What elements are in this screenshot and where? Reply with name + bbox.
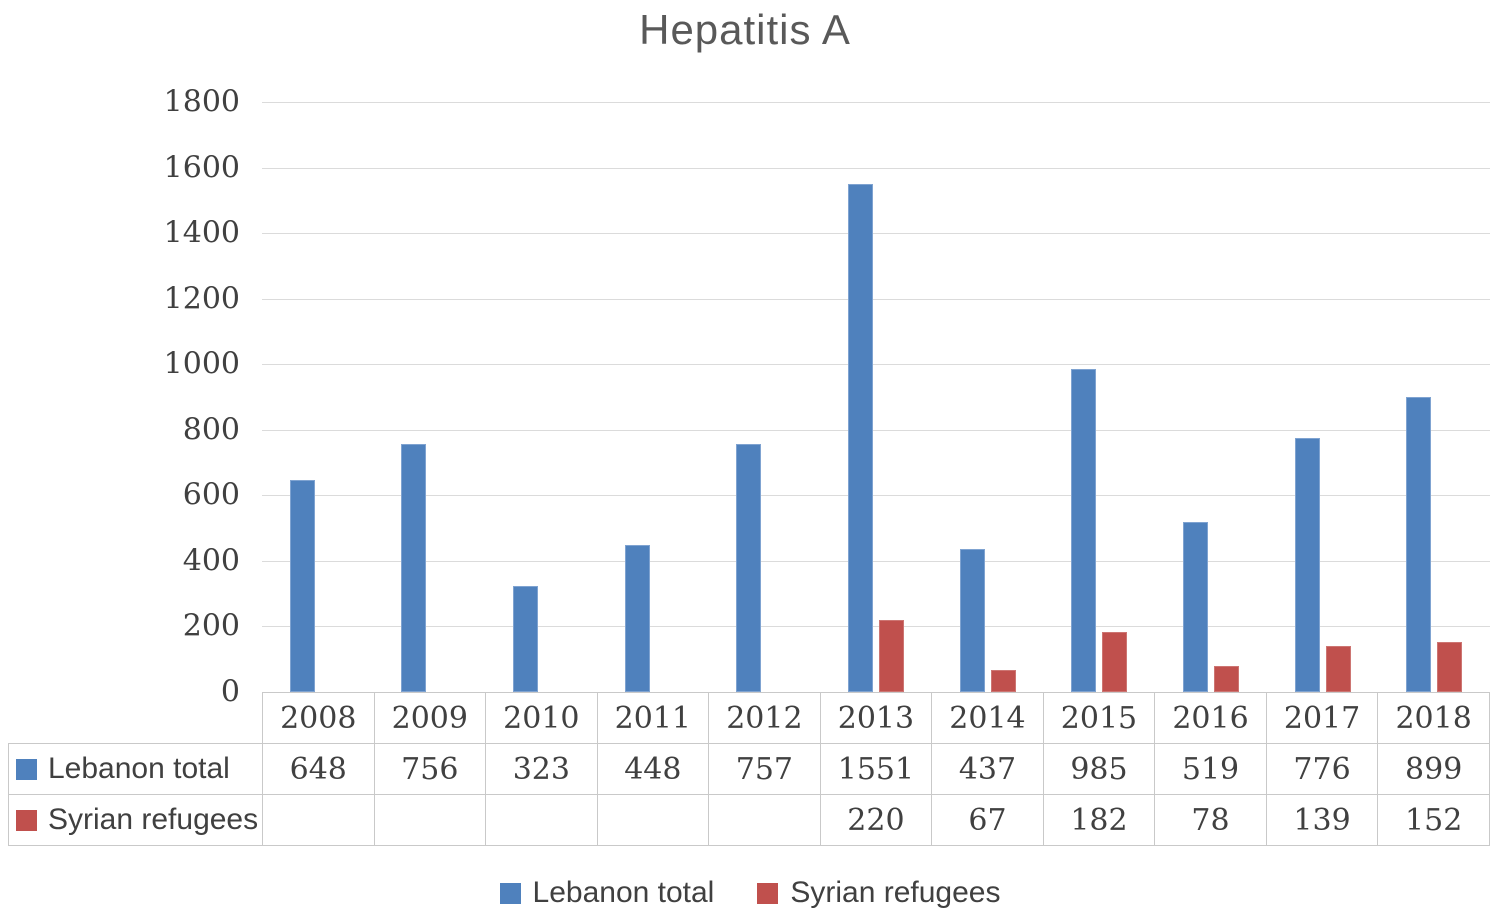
bar-lebanon-total-2018 [1406,397,1431,692]
y-axis-tick-label-1400: 1400 [163,215,240,251]
table-cell-syrian-refugees-2017: 139 [1265,794,1379,846]
table-year-header-2008: 2008 [262,692,375,744]
table-cell-syrian-refugees-2012 [708,794,821,846]
table-corner-blank [9,693,263,744]
bar-syrian-refugees-2013 [879,620,904,692]
table-cell-syrian-refugees-2016: 78 [1154,794,1267,846]
bar-lebanon-total-2013 [848,184,873,692]
gridline-800 [262,429,1490,431]
table-year-header-2011: 2011 [596,692,710,744]
table-cell-syrian-refugees-2009 [373,794,487,846]
legend-item-lebanon-total: Lebanon total [499,876,715,910]
table-cell-syrian-refugees-2008 [262,794,375,846]
series-key-swatch-icon-lebanon-total [16,759,37,780]
legend-label: Lebanon total [532,876,715,909]
y-axis-tick-label-400: 400 [182,543,240,579]
gridline-1200 [262,298,1490,300]
bar-lebanon-total-2012 [736,444,761,692]
table-cell-lebanon-total-2016: 519 [1154,743,1267,795]
bar-lebanon-total-2011 [625,545,650,692]
series-name-cell-lebanon-total: Lebanon total [8,743,263,795]
gridline-1400 [262,233,1490,235]
table-year-header-2013: 2013 [819,692,933,744]
bar-lebanon-total-2014 [960,549,985,692]
chart-title: Hepatitis A [639,6,851,53]
table-cell-syrian-refugees-2018: 152 [1377,794,1490,846]
table-year-header-2018: 2018 [1377,692,1490,744]
table-row-syrian-refugees: Syrian refugees 220 67 182 78 139 152 [8,794,1490,846]
y-axis-tick-label-200: 200 [182,608,240,644]
table-year-row: 2008 2009 2010 2011 2012 2013 2014 2015 2016 2017… [9,692,1490,744]
bar-lebanon-total-2017 [1295,438,1320,692]
table-cell-lebanon-total-2017: 776 [1265,743,1379,795]
table-year-header-2012: 2012 [708,692,821,744]
data-table-container: 2008 2009 2010 2011 2012 2013 2014 2015 2016 2017… [8,692,1490,846]
table-year-header-2015: 2015 [1042,692,1156,744]
gridline-400 [262,560,1490,562]
legend-swatch-icon-lebanon-total [499,882,521,904]
table-cell-syrian-refugees-2014: 67 [931,794,1044,846]
bar-syrian-refugees-2014 [991,670,1016,692]
gridline-1800 [262,102,1490,103]
legend-item-syrian-refugees: Syrian refugees [757,876,1000,910]
bar-lebanon-total-2010 [513,586,538,692]
table-cell-syrian-refugees-2010 [485,794,598,846]
series-key-swatch-icon-syrian-refugees [16,810,37,831]
bar-syrian-refugees-2017 [1326,646,1351,692]
table-year-header-2016: 2016 [1154,692,1267,744]
y-axis-tick-label-1200: 1200 [163,281,240,317]
y-axis-tick-label-800: 800 [182,412,240,448]
series-name-cell-syrian-refugees: Syrian refugees [8,794,263,846]
table-cell-lebanon-total-2014: 437 [931,743,1044,795]
gridline-1000 [262,364,1490,366]
table-cell-lebanon-total-2018: 899 [1377,743,1490,795]
bar-syrian-refugees-2015 [1102,632,1127,692]
y-axis-tick-label-0: 0 [220,674,240,710]
table-cell-lebanon-total-2009: 756 [373,743,487,795]
plot-area [262,102,1490,692]
y-axis-tick-label-1000: 1000 [163,346,240,382]
legend-label: Syrian refugees [790,876,1001,909]
table-year-header-2010: 2010 [485,692,598,744]
bar-syrian-refugees-2018 [1437,642,1462,692]
table-cell-syrian-refugees-2011 [596,794,710,846]
table-cell-lebanon-total-2013: 1551 [819,743,933,795]
table-cell-lebanon-total-2010: 323 [485,743,598,795]
bar-syrian-refugees-2016 [1214,666,1239,692]
table-cell-lebanon-total-2008: 648 [262,743,375,795]
legend: Lebanon total Syrian refugees [0,874,1500,912]
gridline-200 [262,626,1490,628]
table-cell-syrian-refugees-2015: 182 [1042,794,1156,846]
y-axis-tick-label-600: 600 [182,477,240,513]
bar-lebanon-total-2016 [1183,522,1208,692]
table-cell-lebanon-total-2011: 448 [596,743,710,795]
table-year-header-2014: 2014 [931,692,1044,744]
series-name-label: Syrian refugees [48,803,259,836]
bar-lebanon-total-2008 [290,480,315,692]
table-year-header-2009: 2009 [373,692,487,744]
gridline-600 [262,495,1490,497]
bar-lebanon-total-2015 [1071,369,1096,692]
table-row-lebanon-total: Lebanon total 648 756 323 448 757 1551 437 985 51… [8,743,1490,795]
gridline-1600 [262,167,1490,169]
y-axis-tick-label-1800: 1800 [163,84,240,120]
table-cell-syrian-refugees-2013: 220 [819,794,933,846]
legend-swatch-icon-syrian-refugees [757,882,779,904]
y-axis-tick-label-1600: 1600 [163,150,240,186]
y-axis: 0 200 400 600 800 1000 1200 1400 1600 1800 [0,85,240,710]
data-table: 2008 2009 2010 2011 2012 2013 2014 2015 2016 2017… [8,692,1490,846]
series-name-label: Lebanon total [48,752,230,785]
table-year-header-2017: 2017 [1265,692,1379,744]
table-cell-lebanon-total-2012: 757 [708,743,821,795]
table-cell-lebanon-total-2015: 985 [1042,743,1156,795]
bar-lebanon-total-2009 [401,444,426,692]
